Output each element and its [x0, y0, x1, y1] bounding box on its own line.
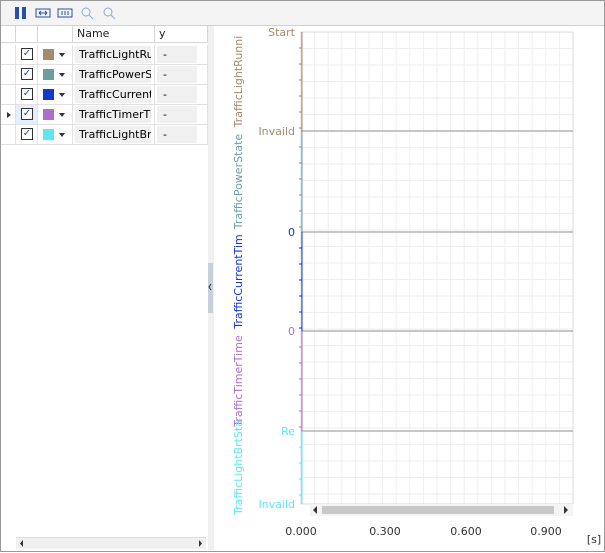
signal-value: - [157, 86, 197, 103]
name-cell: TrafficLightRur [73, 45, 155, 65]
checkbox-cell: ✓ [16, 85, 38, 105]
name-cell: TrafficPowerSt [73, 65, 155, 85]
checkbox[interactable]: ✓ [21, 128, 33, 140]
fit-x-button[interactable] [35, 5, 51, 21]
splitter[interactable] [208, 26, 214, 550]
color-cell [38, 45, 73, 65]
name-cell: TrafficTimerTir [73, 105, 155, 125]
checkbox[interactable]: ✓ [21, 48, 33, 60]
checkbox-cell: ✓ [16, 45, 38, 65]
row-header [1, 45, 16, 65]
y-axis-label: 0 [288, 325, 295, 338]
signal-name: TrafficLightBrtS [75, 126, 151, 143]
y-axis-label: 0 [288, 226, 295, 239]
color-swatch[interactable] [43, 49, 54, 60]
color-cell [38, 125, 73, 145]
signal-value: - [157, 106, 197, 123]
color-swatch[interactable] [43, 129, 54, 140]
toolbar [1, 1, 604, 26]
row-header [1, 65, 16, 85]
checkbox[interactable]: ✓ [21, 108, 33, 120]
x-tick-label: 0.600 [450, 525, 482, 538]
color-dropdown[interactable] [59, 53, 65, 57]
y-cell: - [155, 65, 208, 85]
signal-value: - [157, 66, 197, 83]
color-cell [38, 85, 73, 105]
color-cell [38, 105, 73, 125]
fit-y-button[interactable] [57, 5, 73, 21]
zoom-in-button[interactable] [79, 5, 95, 21]
signal-name: TrafficTimerTir [75, 106, 151, 123]
color-swatch[interactable] [43, 89, 54, 100]
x-tick-label: 0.000 [285, 525, 317, 538]
x-tick-label: 0.900 [530, 525, 562, 538]
y-axis-label: Invaild [258, 125, 295, 138]
checkbox-cell: ✓ [16, 125, 38, 145]
checkbox-cell: ✓ [16, 105, 38, 125]
y-cell: - [155, 125, 208, 145]
scroll-right[interactable] [564, 506, 568, 514]
signal-value: - [157, 126, 197, 143]
signal-row: ✓ TrafficPowerSt - [1, 65, 208, 85]
y-axis-label: Start [268, 26, 296, 39]
plot-scrollbar-thumb[interactable] [322, 506, 554, 514]
signal-label: TrafficLightRunni [232, 36, 245, 129]
y-cell: - [155, 105, 208, 125]
row-header [1, 125, 16, 145]
signal-label: TrafficLightBrtSta [232, 420, 245, 516]
signal-name: TrafficCurrentT [75, 86, 151, 103]
x-tick-label: 0.300 [369, 525, 401, 538]
y-cell: - [155, 85, 208, 105]
signal-label: TrafficPowerState [232, 134, 245, 231]
color-dropdown[interactable] [59, 113, 65, 117]
signal-label: TrafficTimerTime [232, 335, 245, 428]
zoom-out-button[interactable] [101, 5, 117, 21]
header-cell [16, 26, 38, 43]
name-cell: TrafficCurrentT [73, 85, 155, 105]
signal-row: ✓ TrafficCurrentT- [1, 85, 208, 105]
signal-row: ✓ TrafficLightBrtS- [1, 125, 208, 145]
color-swatch[interactable] [43, 69, 54, 80]
checkbox[interactable]: ✓ [21, 68, 33, 80]
header-name: Name [73, 26, 155, 43]
header-y: y [155, 26, 208, 43]
signal-value: - [157, 46, 197, 63]
checkbox[interactable]: ✓ [21, 88, 33, 100]
pause-button[interactable] [13, 5, 29, 21]
signal-row: ✓ TrafficLightRur - [1, 45, 208, 65]
header-cell [1, 26, 16, 43]
row-header [1, 85, 16, 105]
color-swatch[interactable] [43, 109, 54, 120]
scroll-left[interactable] [313, 506, 317, 514]
signal-row: ✓ TrafficTimerTir - [1, 105, 208, 125]
color-cell [38, 65, 73, 85]
signal-name: TrafficLightRur [75, 46, 151, 63]
color-dropdown[interactable] [59, 133, 65, 137]
y-cell: - [155, 45, 208, 65]
header-cell [38, 26, 73, 43]
y-axis-label: Invaild [258, 498, 295, 511]
row-header [1, 105, 16, 125]
color-dropdown[interactable] [59, 73, 65, 77]
color-dropdown[interactable] [59, 93, 65, 97]
y-axis-label: Re [281, 425, 295, 438]
signal-panel: Name y ✓ TrafficLightRur - ✓ TrafficPowerSt -… [1, 26, 209, 550]
signal-label: TrafficCurrentTim [232, 234, 245, 330]
horizontal-scrollbar[interactable] [16, 537, 206, 549]
signal-name: TrafficPowerSt [75, 66, 151, 83]
checkbox-cell: ✓ [16, 65, 38, 85]
x-unit: [s] [587, 533, 601, 546]
name-cell: TrafficLightBrtS [73, 125, 155, 145]
plot-area: TrafficLightRunni TrafficPowerState Traffi… [232, 26, 601, 546]
